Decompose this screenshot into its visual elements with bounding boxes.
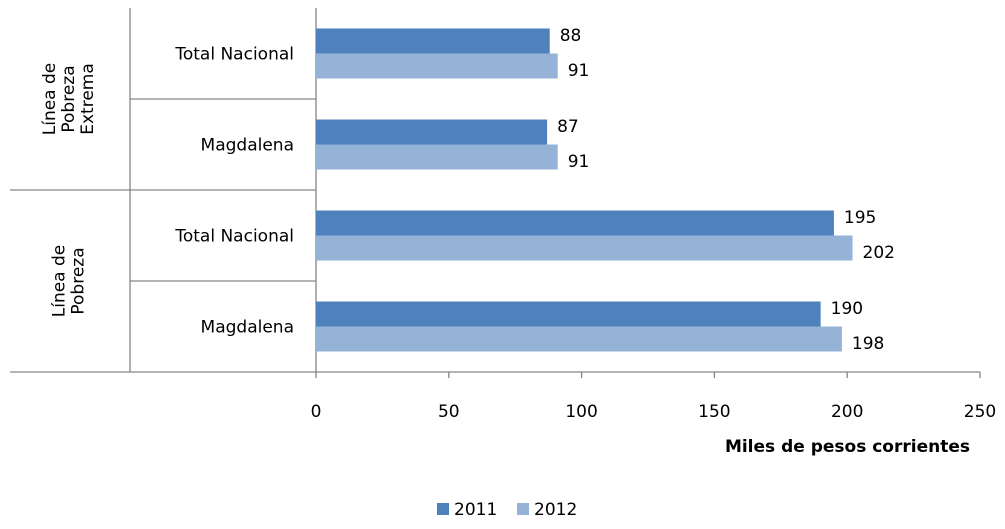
bar-2012 (316, 53, 558, 79)
x-tick-label: 0 (311, 402, 322, 422)
x-tick-label: 250 (964, 402, 996, 422)
x-tick-label: 150 (698, 402, 730, 422)
data-label: 190 (831, 299, 863, 319)
chart-labels: 0 50 100 150 200 250 88 91 Total Nacional 87 91 Mag… (40, 26, 996, 422)
x-tick-label: 50 (438, 402, 460, 422)
x-tick-label: 100 (565, 402, 597, 422)
legend-label: 2012 (534, 500, 577, 520)
data-label: 195 (844, 208, 876, 228)
legend-swatch-2012 (517, 503, 529, 515)
data-label: 91 (568, 152, 590, 172)
group-label: Línea dePobrezaExtrema (40, 63, 98, 136)
bar-2011 (316, 28, 550, 54)
legend: 2011 2012 (437, 500, 577, 520)
bar-2012 (316, 144, 558, 170)
category-label: Total Nacional (174, 227, 294, 247)
bar-2011 (316, 301, 821, 327)
legend-swatch-2011 (437, 503, 449, 515)
data-label: 91 (568, 61, 590, 81)
data-label: 198 (852, 334, 884, 354)
group-label-line: Pobreza (69, 247, 89, 314)
category-label: Total Nacional (174, 45, 294, 65)
category-label: Magdalena (201, 136, 294, 156)
group-label-line: Línea de (40, 63, 60, 136)
x-axis-title: Miles de pesos corrientes (725, 437, 970, 457)
bar-2012 (316, 235, 853, 261)
group-label-line: Pobreza (59, 65, 79, 132)
group-label: Línea dePobreza (50, 245, 89, 318)
bar-2011 (316, 210, 834, 236)
data-label: 88 (560, 26, 582, 46)
chart-bars (316, 28, 853, 352)
data-label: 87 (557, 117, 579, 137)
bar-2012 (316, 326, 842, 352)
group-label-line: Línea de (50, 245, 70, 318)
data-label: 202 (863, 243, 895, 263)
x-tick-label: 200 (831, 402, 863, 422)
bar-2011 (316, 119, 548, 145)
legend-label: 2011 (454, 500, 497, 520)
group-label-line: Extrema (78, 63, 98, 135)
category-label: Magdalena (201, 318, 294, 338)
